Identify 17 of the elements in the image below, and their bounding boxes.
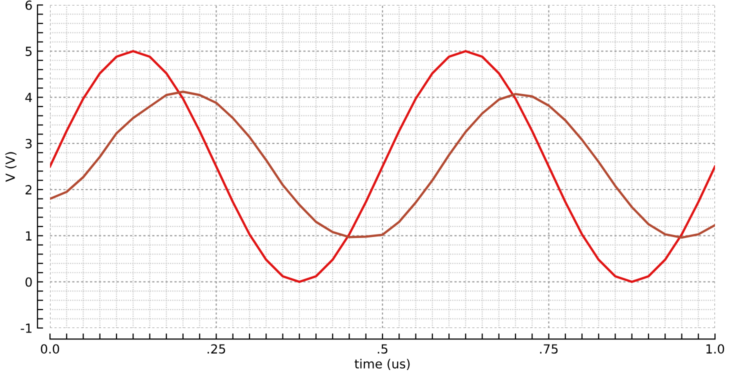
y-tick-label: 6 bbox=[26, 0, 32, 10]
x-tick-label: 1.0 bbox=[706, 344, 724, 354]
y-tick-label: 4 bbox=[25, 92, 32, 102]
y-tick-label: 1 bbox=[26, 231, 32, 240]
y-tick-label: 3 bbox=[26, 138, 32, 148]
x-tick-label: .75 bbox=[540, 344, 558, 354]
y-tick-label: -1 bbox=[20, 324, 32, 333]
line-series bbox=[50, 50, 715, 283]
y-tick-label: 0 bbox=[26, 277, 32, 287]
x-axis-title: time (us) bbox=[354, 358, 410, 370]
y-tick-label: 5 bbox=[26, 46, 32, 56]
x-tick-label: .5 bbox=[378, 344, 388, 354]
x-tick-label: 0.0 bbox=[40, 344, 60, 354]
x-tick-label: .25 bbox=[208, 344, 226, 354]
line-series bbox=[50, 90, 715, 239]
y-axis-title: V (V) bbox=[5, 152, 16, 182]
y-tick-label: 2 bbox=[26, 185, 32, 194]
